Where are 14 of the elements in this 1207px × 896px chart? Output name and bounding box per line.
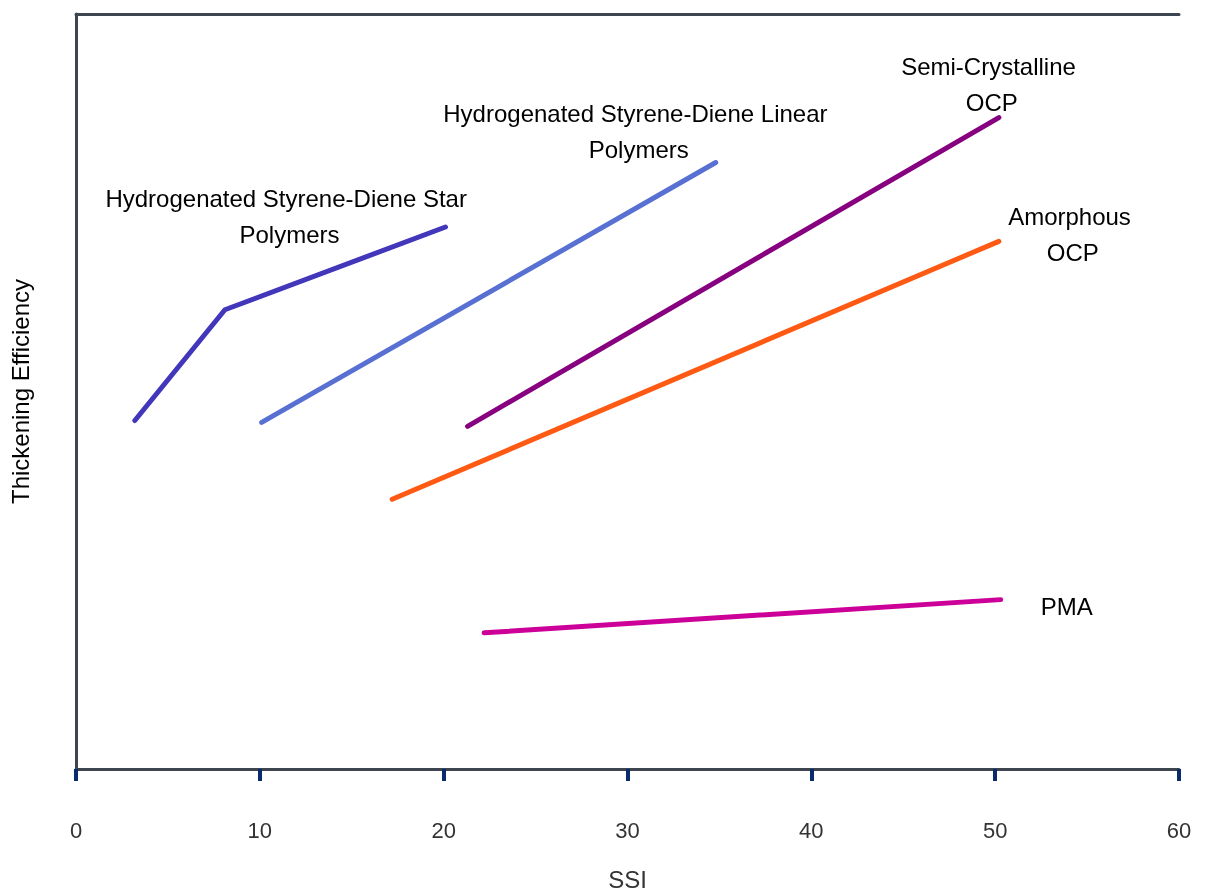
x-axis-title: SSI xyxy=(608,865,647,893)
x-tick-label: 20 xyxy=(431,817,456,843)
series-label: PMA xyxy=(1040,593,1093,621)
series-label: Semi-Crystalline OCP xyxy=(901,53,1083,117)
x-tick-label: 30 xyxy=(615,817,640,843)
x-tick-label: 10 xyxy=(247,817,273,843)
x-tick-label: 50 xyxy=(982,817,1008,843)
x-tick-label: 60 xyxy=(1166,817,1192,843)
x-tick-label: 40 xyxy=(799,817,824,843)
series-label: Amorphous OCP xyxy=(1008,202,1138,266)
x-tick-label: 0 xyxy=(69,817,83,843)
text: Hydrogenated Styrene-Diene Linear Polymers xyxy=(443,100,835,164)
y-axis-title: Thickening Efficiency xyxy=(6,279,34,504)
series-label: Hydrogenated Styrene-Diene Star Polymers xyxy=(105,184,474,248)
